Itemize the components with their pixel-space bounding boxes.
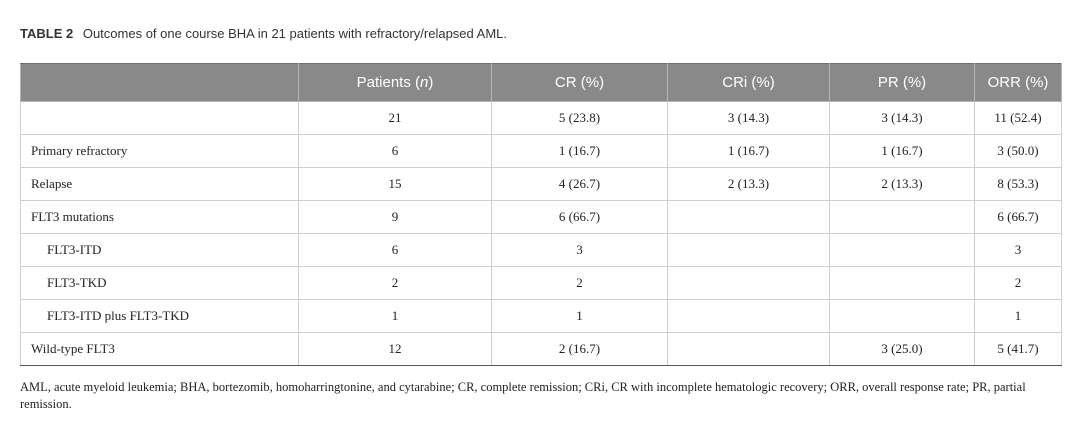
header-patients-n: n bbox=[420, 74, 429, 91]
cell-cr: 4 (26.7) bbox=[491, 167, 668, 201]
row-label: FLT3 mutations bbox=[20, 200, 299, 234]
cell-patients: 1 bbox=[298, 299, 492, 333]
cell-patients: 21 bbox=[298, 101, 492, 135]
cell-orr: 5 (41.7) bbox=[974, 332, 1062, 366]
cell-orr: 2 bbox=[974, 266, 1062, 300]
cell-patients: 2 bbox=[298, 266, 492, 300]
table-body: 21 5 (23.8) 3 (14.3) 3 (14.3) 11 (52.4) … bbox=[20, 101, 1062, 366]
cell-pr: 2 (13.3) bbox=[829, 167, 975, 201]
row-label: Wild-type FLT3 bbox=[20, 332, 299, 366]
header-patients-prefix: Patients ( bbox=[356, 74, 421, 91]
cell-cr: 1 (16.7) bbox=[491, 134, 668, 168]
cell-orr: 1 bbox=[974, 299, 1062, 333]
row-label: FLT3-TKD bbox=[20, 266, 299, 300]
cell-pr: 3 (25.0) bbox=[829, 332, 975, 366]
cell-pr: 3 (14.3) bbox=[829, 101, 975, 135]
outcomes-table: Patients (n) CR (%) CRi (%) PR (%) ORR (… bbox=[20, 63, 1062, 366]
header-empty bbox=[20, 63, 299, 102]
cell-orr: 3 (50.0) bbox=[974, 134, 1062, 168]
cell-pr bbox=[829, 200, 975, 234]
header-orr: ORR (%) bbox=[974, 63, 1062, 102]
cell-cr: 2 bbox=[491, 266, 668, 300]
table-caption: TABLE 2 Outcomes of one course BHA in 21… bbox=[20, 26, 507, 41]
row-label: Primary refractory bbox=[20, 134, 299, 168]
cell-cri bbox=[667, 266, 830, 300]
cell-orr: 3 bbox=[974, 233, 1062, 267]
row-label bbox=[20, 101, 299, 135]
header-patients: Patients (n) bbox=[298, 63, 492, 102]
cell-cri bbox=[667, 200, 830, 234]
row-label: Relapse bbox=[20, 167, 299, 201]
cell-patients: 6 bbox=[298, 233, 492, 267]
cell-cri: 3 (14.3) bbox=[667, 101, 830, 135]
cell-orr: 6 (66.7) bbox=[974, 200, 1062, 234]
cell-patients: 9 bbox=[298, 200, 492, 234]
table-footnote: AML, acute myeloid leukemia; BHA, bortez… bbox=[20, 380, 1026, 411]
header-row: Patients (n) CR (%) CRi (%) PR (%) ORR (… bbox=[20, 63, 1062, 102]
table-header: Patients (n) CR (%) CRi (%) PR (%) ORR (… bbox=[20, 63, 1062, 102]
table-caption-label: TABLE 2 bbox=[20, 26, 74, 41]
cell-pr bbox=[829, 266, 975, 300]
row-label: FLT3-ITD plus FLT3-TKD bbox=[20, 299, 299, 333]
cell-pr bbox=[829, 299, 975, 333]
table-row: FLT3 mutations 9 6 (66.7) 6 (66.7) bbox=[20, 200, 1062, 234]
cell-cri: 2 (13.3) bbox=[667, 167, 830, 201]
cell-cri bbox=[667, 299, 830, 333]
cell-patients: 6 bbox=[298, 134, 492, 168]
header-cr: CR (%) bbox=[491, 63, 668, 102]
cell-pr bbox=[829, 233, 975, 267]
table-row: FLT3-TKD 2 2 2 bbox=[20, 266, 1062, 300]
table-row: Relapse 15 4 (26.7) 2 (13.3) 2 (13.3) 8 … bbox=[20, 167, 1062, 201]
cell-cr: 1 bbox=[491, 299, 668, 333]
table-row: 21 5 (23.8) 3 (14.3) 3 (14.3) 11 (52.4) bbox=[20, 101, 1062, 135]
row-label: FLT3-ITD bbox=[20, 233, 299, 267]
header-patients-suffix: ) bbox=[428, 74, 434, 91]
table-row: Primary refractory 6 1 (16.7) 1 (16.7) 1… bbox=[20, 134, 1062, 168]
cell-cri bbox=[667, 332, 830, 366]
cell-cr: 2 (16.7) bbox=[491, 332, 668, 366]
cell-orr: 11 (52.4) bbox=[974, 101, 1062, 135]
table-row: FLT3-ITD 6 3 3 bbox=[20, 233, 1062, 267]
cell-orr: 8 (53.3) bbox=[974, 167, 1062, 201]
table-row: Wild-type FLT3 12 2 (16.7) 3 (25.0) 5 (4… bbox=[20, 332, 1062, 366]
header-cri: CRi (%) bbox=[667, 63, 830, 102]
cell-cr: 3 bbox=[491, 233, 668, 267]
cell-cri: 1 (16.7) bbox=[667, 134, 830, 168]
cell-patients: 15 bbox=[298, 167, 492, 201]
cell-cr: 5 (23.8) bbox=[491, 101, 668, 135]
cell-cri bbox=[667, 233, 830, 267]
table-caption-text: Outcomes of one course BHA in 21 patient… bbox=[82, 26, 508, 41]
header-pr: PR (%) bbox=[829, 63, 975, 102]
cell-pr: 1 (16.7) bbox=[829, 134, 975, 168]
cell-patients: 12 bbox=[298, 332, 492, 366]
cell-cr: 6 (66.7) bbox=[491, 200, 668, 234]
table-row: FLT3-ITD plus FLT3-TKD 1 1 1 bbox=[20, 299, 1062, 333]
